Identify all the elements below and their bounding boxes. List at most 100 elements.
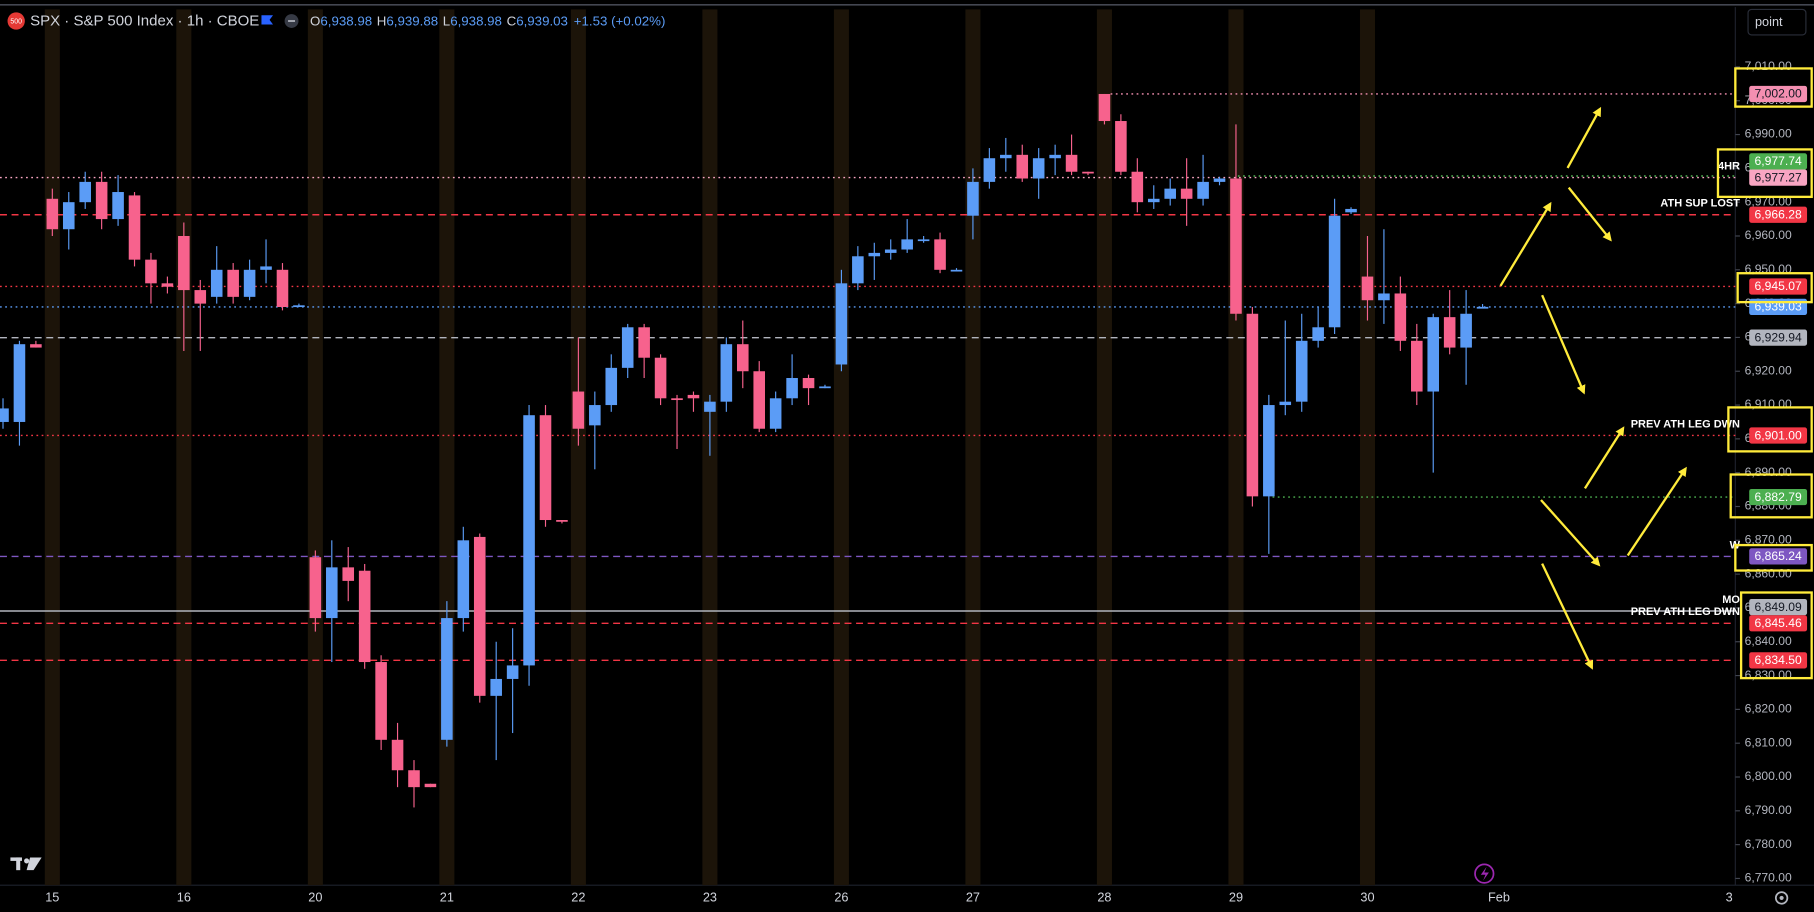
candle-body xyxy=(1411,340,1423,392)
price-label-box xyxy=(1749,615,1808,632)
price-label: 6,977.27 xyxy=(1755,170,1802,184)
y-tick-label: 6,820.00 xyxy=(1745,702,1792,716)
ohlc-value: 6,939.03 xyxy=(516,13,568,28)
candle-body xyxy=(227,269,239,297)
candle-body xyxy=(128,195,141,260)
candle-body xyxy=(868,252,881,257)
level-note: PREV ATH LEG DWN xyxy=(1631,606,1740,618)
settings-icon[interactable] xyxy=(1774,891,1789,905)
candle-body xyxy=(1147,198,1160,203)
candle-body xyxy=(753,371,766,429)
candle-body xyxy=(342,567,355,581)
x-tick-label: 16 xyxy=(177,889,191,904)
price-label-box xyxy=(1749,488,1808,506)
candle-body xyxy=(293,305,305,308)
alert-bolt xyxy=(1480,866,1489,881)
flag-icon[interactable] xyxy=(261,15,274,25)
candle-body xyxy=(572,391,585,429)
candle-body xyxy=(1427,317,1440,392)
y-tick-label: 6,890.00 xyxy=(1745,465,1792,479)
x-tick-label: 3 xyxy=(1726,889,1733,904)
badge-text: 500 xyxy=(10,18,22,25)
candle-body xyxy=(884,249,897,253)
candle-body xyxy=(13,344,26,422)
arrow xyxy=(1540,499,1601,567)
candle-body xyxy=(1065,154,1078,172)
candle-body xyxy=(1263,405,1275,497)
x-tick-label: 28 xyxy=(1097,889,1111,904)
candle-body xyxy=(1378,293,1390,301)
candle-body xyxy=(605,367,618,406)
y-tick-label: 6,860.00 xyxy=(1745,566,1792,580)
settings-icon-center xyxy=(1779,895,1784,901)
candle-body xyxy=(1000,154,1012,159)
y-tick-label: 6,780.00 xyxy=(1745,837,1792,851)
candle-body xyxy=(424,783,437,788)
candle-body xyxy=(178,235,190,291)
x-tick-label: Feb xyxy=(1488,889,1510,904)
candle-body xyxy=(1345,208,1357,213)
candle-body xyxy=(1197,181,1209,199)
candle-body xyxy=(720,344,733,402)
candle-body xyxy=(1328,215,1341,328)
candle-body xyxy=(1230,178,1242,314)
price-label-box xyxy=(1749,278,1808,295)
session-bands xyxy=(44,9,1375,886)
candle-body xyxy=(687,394,700,399)
price-label: 6,977.74 xyxy=(1755,154,1802,168)
y-tick-label: 6,790.00 xyxy=(1745,803,1792,817)
symbol-title[interactable]: SPX · S&P 500 Index · 1h · CBOE xyxy=(30,13,259,30)
x-tick-label: 15 xyxy=(45,889,59,904)
candle-body xyxy=(539,415,552,521)
price-label: 6,834.50 xyxy=(1755,653,1802,667)
candle-body xyxy=(375,662,387,740)
x-tick-label: 30 xyxy=(1360,889,1374,904)
candle-body xyxy=(523,415,535,666)
ohlc-key: O xyxy=(310,13,320,28)
highlight-box xyxy=(1739,591,1813,680)
x-tick-label: 20 xyxy=(308,889,322,904)
highlight-box xyxy=(1727,406,1813,453)
candle-body xyxy=(556,520,568,522)
y-tick-label: 6,830.00 xyxy=(1745,668,1792,682)
candle-body xyxy=(802,378,815,389)
session-band xyxy=(439,9,455,886)
session-band xyxy=(965,9,981,886)
candle-body xyxy=(589,405,601,426)
candle-body xyxy=(243,269,256,297)
price-label-box xyxy=(1749,598,1808,616)
candle-body xyxy=(769,398,782,429)
ohlc-value: 6,939.88 xyxy=(386,13,438,28)
highlight-box xyxy=(1734,543,1813,572)
session-band xyxy=(1359,9,1375,886)
y-tick-label: 6,990.00 xyxy=(1745,127,1792,141)
price-label: 6,849.09 xyxy=(1755,600,1802,614)
candle-body xyxy=(473,536,486,696)
candle-body xyxy=(1049,154,1061,159)
level-note: PREV ATH LEG DWN xyxy=(1631,418,1740,430)
alert-icon[interactable] xyxy=(1474,863,1495,884)
candle-body xyxy=(1246,313,1259,497)
price-label: 6,945.07 xyxy=(1755,279,1802,293)
highlight-box xyxy=(1716,148,1813,199)
candle-body xyxy=(1460,313,1472,348)
y-tick-label: 6,910.00 xyxy=(1745,397,1792,411)
logo-part xyxy=(24,858,30,864)
y-tick-label: 6,920.00 xyxy=(1745,363,1792,377)
scale-button-text[interactable]: point xyxy=(1755,14,1783,29)
candle-body xyxy=(145,259,157,284)
tv-logo[interactable] xyxy=(10,857,42,871)
price-label: 6,845.46 xyxy=(1755,616,1802,630)
candle-body xyxy=(457,540,470,619)
arrow xyxy=(1567,186,1612,242)
level-note: 4HR xyxy=(1718,161,1740,173)
scale-button[interactable] xyxy=(1747,8,1807,36)
price-label-box xyxy=(1749,652,1808,669)
candle-body xyxy=(950,269,963,272)
session-band xyxy=(176,9,192,886)
candle-body xyxy=(391,739,404,771)
candles xyxy=(0,93,1489,808)
candle-body xyxy=(1295,340,1308,402)
y-tick-label: 6,810.00 xyxy=(1745,735,1792,749)
